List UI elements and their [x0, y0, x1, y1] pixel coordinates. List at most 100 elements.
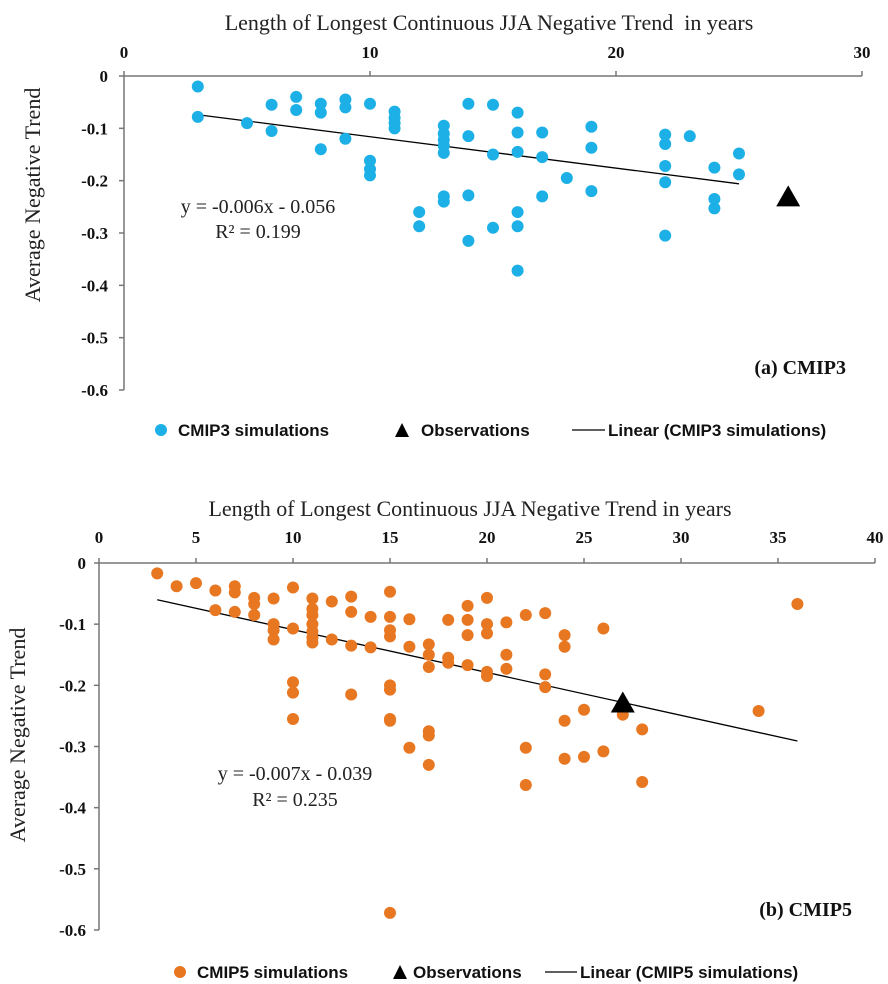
panel-a-simulation-point	[511, 106, 524, 119]
panel-a-y-tick-label: -0.4	[81, 276, 108, 295]
panel-a-simulation-point	[462, 234, 475, 247]
panel-b-simulation-point	[752, 705, 765, 718]
panel-b-simulation-point	[500, 662, 513, 675]
panel-b-simulation-point	[461, 613, 474, 626]
panel-a-simulation-point	[487, 148, 499, 161]
panel-a-simulation-point	[191, 80, 204, 93]
panel-a-legend-observations-label: Observations	[421, 421, 530, 440]
panel-a-simulation-point	[659, 138, 672, 151]
panel-a-simulation-point	[683, 130, 696, 143]
panel-b-simulation-point	[384, 714, 396, 727]
panel-b-y-tick-label: -0.3	[59, 738, 86, 757]
panel-b-simulation-point	[306, 592, 319, 605]
panel-b-simulation-point	[209, 604, 222, 617]
panel-a-label: (a) CMIP3	[754, 357, 846, 379]
panel-b-simulation-point	[325, 633, 338, 646]
panel-b-simulation-point	[384, 683, 396, 696]
panel-b-simulation-point	[519, 608, 532, 621]
panel-a-simulation-point	[413, 220, 426, 233]
panel-b-simulation-point	[578, 703, 590, 716]
panel-b-simulation-point	[170, 580, 183, 593]
panel-a-y-tick-label: -0.2	[81, 172, 108, 191]
panel-b-simulation-point	[461, 659, 474, 672]
panel-a-x-axis-title: Length of Longest Continuous JJA Negativ…	[225, 10, 754, 35]
panel-a-cmip3: Length of Longest Continuous JJA Negativ…	[20, 10, 871, 440]
panel-a-simulation-point	[314, 106, 327, 119]
panel-b-simulation-point	[384, 630, 396, 643]
panel-b-simulation-point	[267, 592, 280, 605]
panel-b-simulation-point	[228, 605, 241, 618]
panel-a-simulation-point	[314, 97, 327, 110]
panel-a-legend-simulations-marker	[155, 424, 167, 436]
panel-a-simulation-point	[388, 122, 401, 135]
panel-b-simulation-point	[539, 681, 552, 694]
panel-b-observation-marker	[610, 691, 635, 713]
panel-b-simulation-point	[384, 906, 396, 919]
panel-b-simulation-point	[558, 629, 571, 642]
panel-a-simulation-point	[487, 98, 499, 111]
panel-a-x-tick-label: 10	[362, 43, 379, 62]
panel-a-x-tick-label: 0	[120, 43, 129, 62]
panel-b-simulation-point	[403, 640, 416, 653]
panel-b-simulation-point	[539, 668, 552, 681]
panel-a-simulation-point	[339, 132, 352, 145]
panel-b-legend-trendline-label: Linear (CMIP5 simulations)	[580, 963, 798, 982]
panel-b-simulation-point	[287, 686, 299, 699]
panel-b-simulation-point	[461, 629, 474, 642]
panel-b-simulation-point	[539, 607, 552, 620]
panel-a-simulation-point	[536, 151, 549, 164]
panel-b-x-tick-label: 0	[95, 528, 104, 547]
panel-b-simulation-point	[325, 595, 338, 608]
panel-b-simulation-point	[481, 670, 493, 683]
panel-a-simulation-point	[733, 168, 745, 181]
panel-a-y-ticks: 0 -0.1 -0.2 -0.3 -0.4 -0.5 -0.6	[81, 67, 124, 400]
panel-a-simulation-point	[659, 128, 672, 141]
panel-a-simulation-point	[708, 202, 721, 215]
panel-a-simulation-point	[487, 221, 499, 234]
panel-b-simulation-point	[384, 610, 396, 623]
panel-b-simulation-point	[442, 656, 455, 669]
panel-b-r-squared: R² = 0.235	[252, 789, 338, 811]
panel-a-legend-observations-marker	[395, 423, 409, 437]
panel-a-legend-simulations-label: CMIP3 simulations	[178, 421, 329, 440]
panel-a-simulation-point	[364, 97, 376, 110]
panel-b-x-tick-label: 5	[192, 528, 201, 547]
panel-a-y-tick-label: -0.6	[81, 381, 108, 400]
panel-b-legend-simulations-marker	[174, 966, 186, 978]
panel-a-simulation-point	[265, 124, 278, 137]
panel-b-simulation-point	[481, 591, 493, 604]
panel-a-simulation-point	[536, 126, 549, 139]
panel-b-simulation-point	[287, 622, 299, 635]
panel-b-simulation-point	[519, 741, 532, 754]
panel-b-simulation-point	[791, 597, 804, 610]
panel-b-y-axis-title: Average Negative Trend	[5, 628, 30, 843]
panel-b-simulation-point	[345, 688, 358, 701]
panel-b-x-tick-label: 20	[479, 528, 496, 547]
panel-a-simulation-point	[437, 146, 450, 159]
panel-b-y-tick-label: -0.5	[59, 860, 86, 879]
panel-b-simulation-point	[481, 627, 493, 640]
panel-a-simulation-point	[659, 176, 672, 189]
panel-b-simulation-point	[364, 610, 377, 623]
panel-b-cmip5: Length of Longest Continuous JJA Negativ…	[5, 496, 884, 982]
panel-b-simulation-point	[461, 599, 474, 612]
panel-a-legend-trendline-label: Linear (CMIP3 simulations)	[608, 421, 826, 440]
panel-a-simulation-point	[585, 141, 598, 154]
panel-a-simulation-point	[314, 143, 327, 156]
panel-b-trendline	[157, 599, 798, 742]
panel-b-x-tick-label: 10	[285, 528, 302, 547]
panel-b-simulation-point	[345, 605, 358, 618]
panel-b-simulation-point	[500, 616, 513, 629]
panel-a-simulation-point	[511, 145, 524, 158]
panel-b-simulation-point	[267, 633, 280, 646]
panel-b-points	[151, 567, 804, 919]
panel-b-simulation-point	[345, 639, 358, 652]
panel-a-r-squared: R² = 0.199	[215, 221, 301, 243]
panel-a-simulation-point	[511, 126, 524, 139]
panel-b-y-tick-label: -0.2	[59, 676, 86, 695]
panel-a-simulation-point	[560, 172, 573, 185]
panel-a-x-tick-label: 20	[608, 43, 625, 62]
panel-b-x-axis-title: Length of Longest Continuous JJA Negativ…	[208, 496, 731, 521]
panel-b-simulation-point	[384, 585, 396, 598]
panel-b-simulation-point	[248, 597, 261, 610]
